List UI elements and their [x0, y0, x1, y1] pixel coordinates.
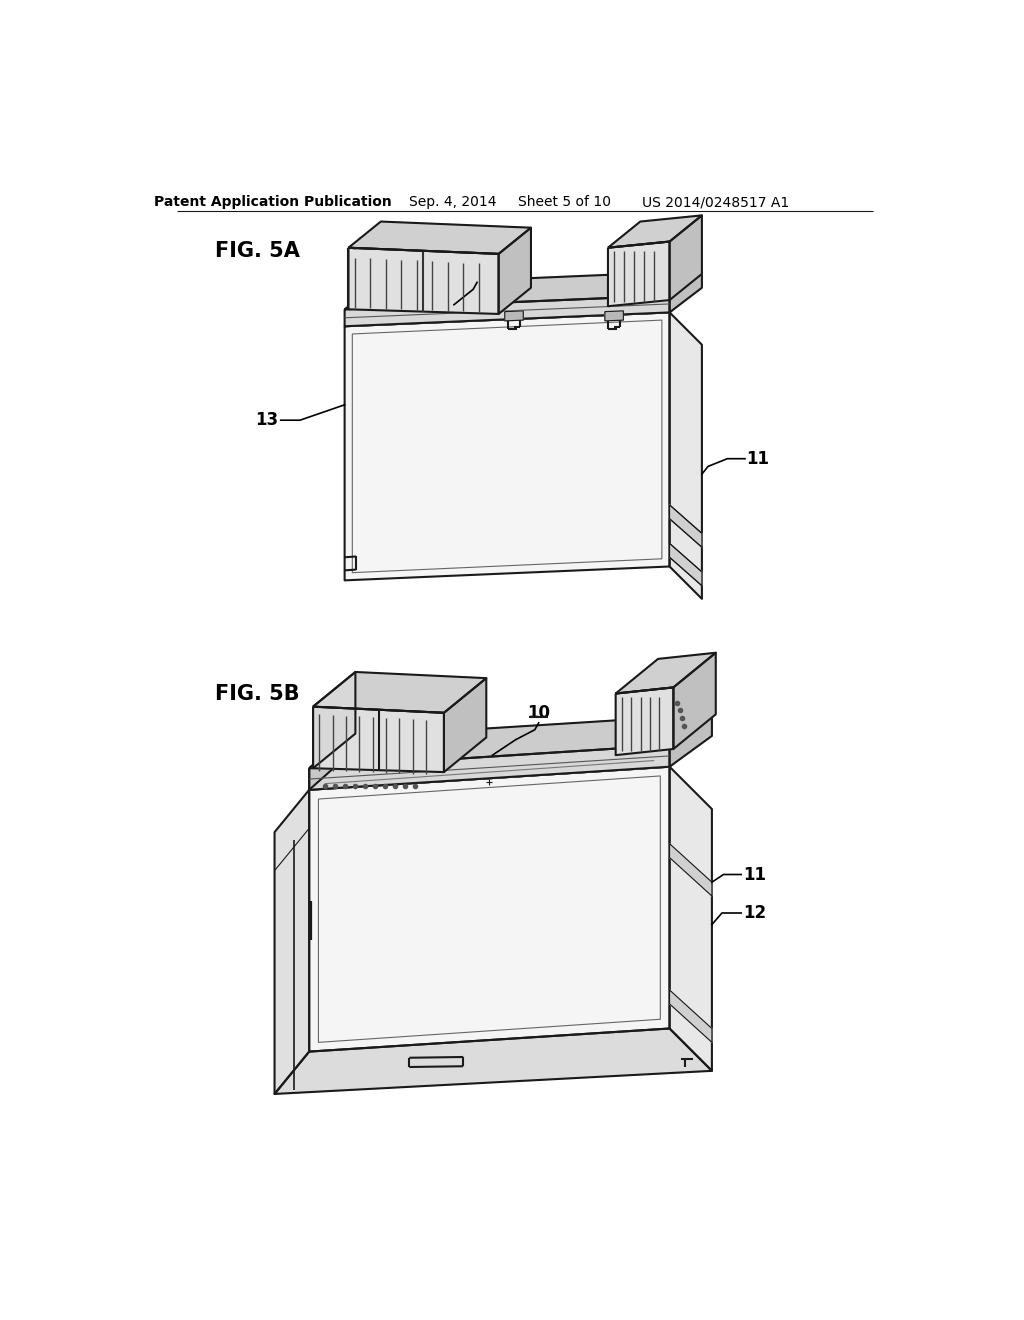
Polygon shape — [345, 296, 670, 326]
Polygon shape — [345, 271, 701, 309]
Text: 11: 11 — [746, 450, 770, 467]
Text: Sep. 4, 2014: Sep. 4, 2014 — [409, 195, 497, 210]
Polygon shape — [444, 678, 486, 772]
Polygon shape — [274, 1028, 712, 1094]
Polygon shape — [670, 313, 701, 599]
Polygon shape — [499, 227, 531, 314]
Polygon shape — [615, 688, 674, 755]
Polygon shape — [309, 767, 670, 1052]
Polygon shape — [348, 222, 531, 253]
Polygon shape — [674, 653, 716, 748]
Polygon shape — [670, 990, 712, 1043]
Polygon shape — [348, 248, 499, 314]
Polygon shape — [309, 714, 712, 768]
Polygon shape — [670, 544, 701, 586]
Polygon shape — [670, 714, 712, 767]
Polygon shape — [313, 706, 444, 772]
Polygon shape — [615, 653, 716, 693]
Polygon shape — [274, 789, 309, 1094]
Polygon shape — [670, 843, 712, 896]
Text: 13: 13 — [255, 412, 279, 429]
Text: 10: 10 — [466, 264, 488, 281]
Polygon shape — [345, 313, 670, 581]
Polygon shape — [670, 271, 701, 313]
Polygon shape — [313, 672, 486, 713]
Polygon shape — [605, 312, 624, 321]
Polygon shape — [670, 506, 701, 548]
Text: 12: 12 — [742, 904, 766, 921]
Polygon shape — [670, 215, 701, 300]
Polygon shape — [345, 284, 701, 326]
Polygon shape — [309, 744, 670, 789]
Text: 10: 10 — [527, 704, 550, 722]
Text: Sheet 5 of 10: Sheet 5 of 10 — [517, 195, 610, 210]
Text: FIG. 5A: FIG. 5A — [215, 240, 300, 261]
Polygon shape — [608, 215, 701, 248]
Polygon shape — [670, 767, 712, 1071]
Polygon shape — [309, 738, 344, 789]
Text: Patent Application Publication: Patent Application Publication — [155, 195, 392, 210]
Text: FIG. 5B: FIG. 5B — [215, 684, 300, 704]
Polygon shape — [313, 672, 355, 768]
Text: 11: 11 — [742, 866, 766, 883]
Polygon shape — [309, 733, 712, 789]
Text: US 2014/0248517 A1: US 2014/0248517 A1 — [642, 195, 790, 210]
Polygon shape — [505, 312, 523, 321]
Polygon shape — [608, 242, 670, 306]
